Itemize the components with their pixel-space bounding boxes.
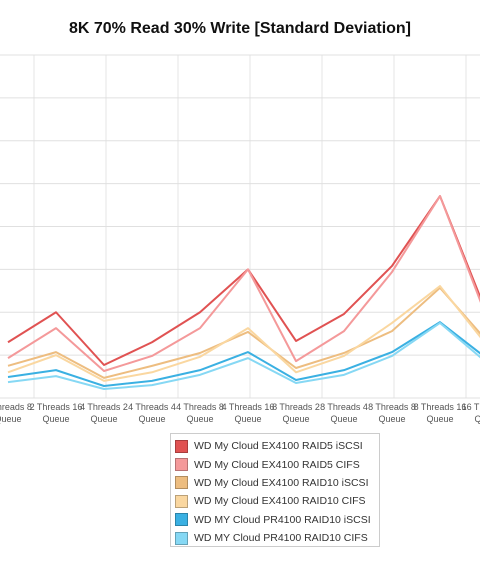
legend-item: WD My Cloud EX4100 RAID5 iSCSI <box>175 437 379 455</box>
x-tick-label: 8 Threads 4 Queue <box>320 402 368 424</box>
legend-swatch <box>175 476 188 490</box>
legend-swatch <box>175 494 188 508</box>
x-tick-label: 2 Threads 8 Queue <box>0 402 32 424</box>
series-line <box>7 321 480 390</box>
legend-label: WD My Cloud EX4100 RAID5 iSCSI <box>194 440 363 453</box>
series-line <box>7 286 480 379</box>
x-tick-label: 4 Threads 2 Queue <box>80 402 128 424</box>
legend-item: WD My Cloud EX4100 RAID10 iSCSI <box>175 474 379 492</box>
legend-item: WD My Cloud EX4100 RAID5 CIFS <box>175 455 379 473</box>
legend-item: WD My Cloud EX4100 RAID10 CIFS <box>175 492 379 510</box>
x-tick-label: 4 Threads 8 Queue <box>176 402 224 424</box>
x-tick-label: 8 Threads 16 Queue <box>413 402 467 424</box>
legend-swatch <box>175 439 188 453</box>
legend-label: WD MY Cloud PR4100 RAID10 iSCSI <box>194 513 371 526</box>
legend-swatch <box>175 458 188 472</box>
legend-label: WD My Cloud EX4100 RAID5 CIFS <box>194 458 360 471</box>
series-line <box>7 195 480 366</box>
legend-label: WD My Cloud EX4100 RAID10 CIFS <box>194 495 366 508</box>
x-tick-label: 2 Threads 16 Queue <box>29 402 83 424</box>
x-tick-label: 4 Threads 4 Queue <box>128 402 176 424</box>
legend-label: WD My Cloud EX4100 RAID10 iSCSI <box>194 476 369 489</box>
legend-label: WD MY Cloud PR4100 RAID10 CIFS <box>194 532 368 545</box>
x-tick-label: 8 Threads 8 Queue <box>368 402 416 424</box>
legend-swatch <box>175 531 188 545</box>
x-tick-label: 4 Threads 16 Queue <box>221 402 275 424</box>
x-tick-label: 16 Threads 2 Queue <box>461 402 480 424</box>
legend-swatch <box>175 513 188 527</box>
series-line <box>7 195 480 372</box>
legend-item: WD MY Cloud PR4100 RAID10 CIFS <box>175 529 379 547</box>
legend-item: WD MY Cloud PR4100 RAID10 iSCSI <box>175 511 379 529</box>
legend: WD My Cloud EX4100 RAID5 iSCSI WD My Clou… <box>170 433 380 547</box>
x-tick-label: 8 Threads 2 Queue <box>272 402 320 424</box>
chart-title: 8K 70% Read 30% Write [Standard Deviatio… <box>68 20 412 37</box>
series-line <box>7 321 480 387</box>
series-line <box>7 285 480 382</box>
